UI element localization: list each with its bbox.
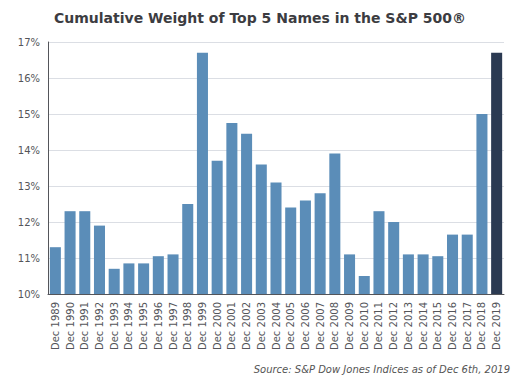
svg-text:Dec 1989: Dec 1989 [50, 302, 61, 350]
svg-text:Dec 2008: Dec 2008 [329, 302, 340, 350]
svg-text:Dec 2003: Dec 2003 [256, 302, 267, 350]
svg-text:13%: 13% [18, 181, 40, 192]
svg-text:Dec 2017: Dec 2017 [462, 302, 473, 350]
svg-text:Dec 1992: Dec 1992 [94, 302, 105, 350]
svg-text:16%: 16% [18, 73, 40, 84]
svg-text:15%: 15% [18, 109, 40, 120]
svg-text:Dec 2016: Dec 2016 [447, 302, 458, 350]
svg-text:Dec 2005: Dec 2005 [285, 302, 296, 350]
svg-text:Dec 2000: Dec 2000 [212, 302, 223, 350]
svg-text:Dec 2010: Dec 2010 [359, 302, 370, 350]
svg-text:Dec 1998: Dec 1998 [182, 302, 193, 350]
svg-text:Dec 2006: Dec 2006 [300, 302, 311, 350]
svg-text:Dec 1994: Dec 1994 [123, 302, 134, 350]
svg-text:Dec 2018: Dec 2018 [476, 302, 487, 350]
svg-text:Dec 1996: Dec 1996 [153, 302, 164, 350]
svg-text:Source: S&P Dow Jones Indices: Source: S&P Dow Jones Indices as of Dec … [254, 364, 510, 375]
svg-text:Dec 1997: Dec 1997 [168, 302, 179, 350]
svg-text:Dec 2004: Dec 2004 [271, 302, 282, 350]
svg-text:12%: 12% [18, 217, 40, 228]
svg-text:Dec 2015: Dec 2015 [432, 302, 443, 350]
svg-text:Dec 2019: Dec 2019 [491, 302, 502, 350]
svg-text:Dec 1991: Dec 1991 [79, 302, 90, 350]
svg-text:11%: 11% [18, 253, 40, 264]
svg-text:Dec 2001: Dec 2001 [226, 302, 237, 350]
svg-text:Dec 1993: Dec 1993 [109, 302, 120, 350]
svg-text:14%: 14% [18, 145, 40, 156]
svg-text:Cumulative Weight of Top 5 Nam: Cumulative Weight of Top 5 Names in the … [54, 10, 466, 26]
svg-text:Dec 2007: Dec 2007 [315, 302, 326, 350]
svg-text:Dec 2014: Dec 2014 [418, 302, 429, 350]
svg-text:Dec 2002: Dec 2002 [241, 302, 252, 350]
svg-text:Dec 2009: Dec 2009 [344, 302, 355, 350]
svg-text:Dec 2012: Dec 2012 [388, 302, 399, 350]
svg-text:Dec 1995: Dec 1995 [138, 302, 149, 350]
svg-text:Dec 1999: Dec 1999 [197, 302, 208, 350]
svg-text:Dec 2013: Dec 2013 [403, 302, 414, 350]
svg-text:Dec 2011: Dec 2011 [373, 302, 384, 350]
svg-text:Dec 1990: Dec 1990 [65, 302, 76, 350]
svg-text:17%: 17% [18, 37, 40, 48]
svg-text:10%: 10% [18, 289, 40, 300]
